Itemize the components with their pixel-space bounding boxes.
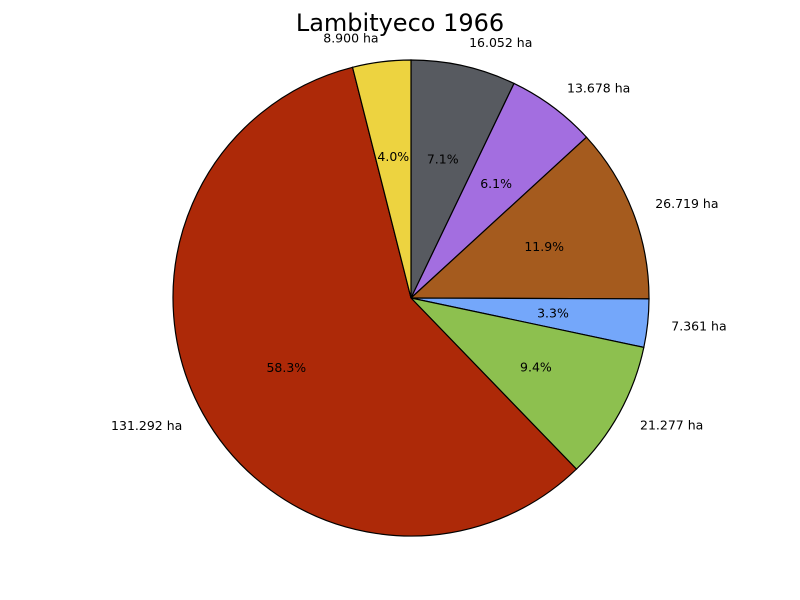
- pie-labels: 7.1% 16.052 ha 6.1% 13.678 ha 11.9% 26.719 ha…: [111, 31, 727, 433]
- pie-percent-label: 9.4%: [520, 360, 552, 375]
- pie-value-label: 13.678 ha: [567, 80, 630, 95]
- pie-percent-label: 58.3%: [266, 360, 306, 375]
- pie-slice-4: [409, 297, 645, 470]
- pie-percent-label: 4.0%: [377, 149, 409, 164]
- pie-value-label: 16.052 ha: [469, 35, 532, 50]
- pie-value-label: 21.277 ha: [640, 417, 703, 432]
- pie-value-label: 131.292 ha: [111, 418, 182, 433]
- pie-percent-label: 7.1%: [427, 151, 459, 166]
- chart-title: Lambityeco 1966: [296, 9, 504, 37]
- pie-value-label: 7.361 ha: [671, 318, 726, 333]
- pie-percent-label: 6.1%: [480, 176, 512, 191]
- pie-percent-label: 11.9%: [524, 239, 564, 254]
- pie-slice-0: [410, 59, 515, 299]
- pie-slice-2: [409, 136, 650, 300]
- pie-percent-label: 3.3%: [537, 306, 569, 321]
- pie-slice-5: [172, 66, 578, 537]
- pie-value-label: 8.900 ha: [323, 31, 378, 46]
- pie-slice-6: [351, 59, 412, 299]
- pie-slices: [172, 59, 650, 537]
- pie-value-label: 26.719 ha: [655, 196, 718, 211]
